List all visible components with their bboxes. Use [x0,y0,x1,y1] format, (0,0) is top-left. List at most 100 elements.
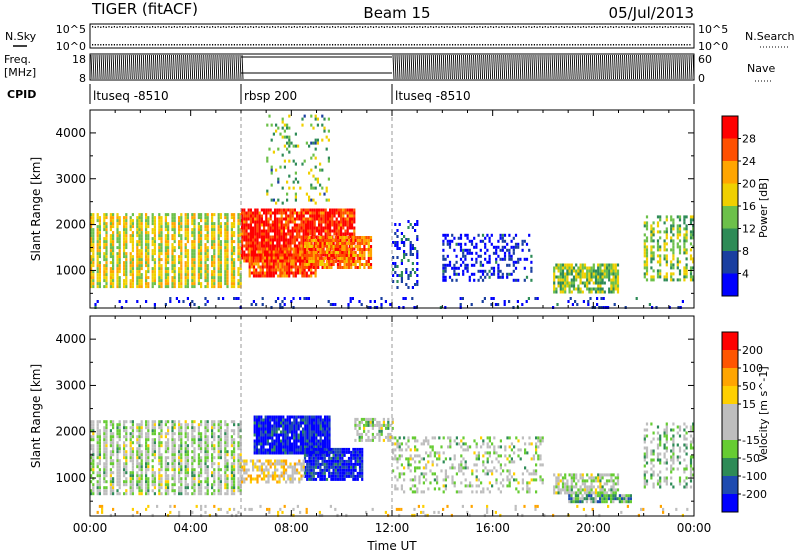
heatmap-cell [283,256,286,260]
heatmap-cell [272,268,275,272]
heatmap-cell [501,233,504,237]
nsky-mark [629,26,631,28]
heatmap-cell [283,135,286,139]
heatmap-cell [191,420,194,424]
heatmap-cell [226,243,229,247]
heatmap-cell [131,231,134,235]
nsky-mark [171,26,173,28]
nsearch-mark [569,44,571,46]
heatmap-cell [112,261,115,265]
heatmap-cell [147,249,150,253]
heatmap-cell [315,217,318,221]
heatmap-cell [286,180,289,184]
nsearch-mark [427,44,429,46]
heatmap-cell [98,264,101,268]
heatmap-cell [285,253,289,257]
heatmap-cell [601,263,604,267]
freq-mark [420,54,423,80]
heatmap-cell [313,223,316,227]
heatmap-cell [224,252,227,256]
heatmap-cell [256,238,259,242]
heatmap-cell [479,269,482,273]
heatmap-cell [287,241,290,245]
heatmap-cell [495,251,498,255]
nsearch-mark [250,44,252,46]
heatmap-cell [683,218,686,222]
heatmap-cell [347,242,351,245]
heatmap-cell [96,267,99,271]
freq-mark [406,54,409,80]
freq-mark [465,54,467,80]
nsearch-mark [392,44,394,46]
freq-mark [171,54,173,80]
nsky-mark [154,26,156,28]
heatmap-cell [103,240,106,244]
heatmap-cell [323,263,326,266]
heatmap-cell [173,255,176,259]
heatmap-cell [672,233,675,237]
heatmap-cell [125,231,128,235]
heatmap-cell [291,232,294,236]
heatmap-cell [131,225,134,229]
freq-mark [394,54,397,80]
heatmap-cell [503,239,507,243]
heatmap-cell [308,195,311,199]
heatmap-cell [561,275,565,279]
heatmap-cell [581,269,584,273]
heatmap-cell [116,465,119,469]
heatmap-cell [282,223,285,227]
heatmap-cell [459,248,463,252]
heatmap-cell [184,282,187,286]
heatmap-cell [136,216,139,220]
heatmap-cell [307,223,310,227]
heatmap-cell [182,300,185,303]
heatmap-cell [164,486,167,490]
heatmap-cell [180,252,183,256]
nsearch-mark [626,44,628,46]
heatmap-cell [233,297,236,300]
heatmap-cell [153,249,156,253]
heatmap-cell [351,232,354,236]
heatmap-cell [145,270,148,274]
heatmap-cell [92,249,95,253]
heatmap-cell [652,257,655,261]
heatmap-cell [123,465,126,469]
heatmap-cell [334,303,337,306]
heatmap-cell [643,245,646,249]
heatmap-cell [98,243,101,247]
heatmap-cell [90,462,93,466]
heatmap-cell [230,267,233,271]
heatmap-cell [512,236,515,240]
heatmap-cell [158,471,161,475]
heatmap-cell [193,240,196,244]
heatmap-cell [226,255,229,259]
heatmap-cell [612,269,615,273]
heatmap-cell [444,266,447,270]
heatmap-cell [689,233,693,237]
heatmap-cell [204,279,207,283]
heatmap-cell [327,300,330,303]
heatmap-cell [575,287,578,291]
heatmap-cell [309,214,312,218]
nsearch-mark [291,44,293,46]
heatmap-cell [118,429,121,433]
freq-mark [140,54,143,80]
nsearch-mark [152,44,154,46]
heatmap-cell [224,237,227,241]
nsky-mark [443,26,445,28]
heatmap-cell [136,225,139,229]
heatmap-cell [285,250,288,254]
freq-mark [517,54,520,80]
heatmap-cell [274,300,277,303]
heatmap-cell [340,238,343,242]
heatmap-cell [153,279,156,283]
heatmap-cell [258,229,261,233]
heatmap-cell [153,423,156,427]
heatmap-cell [158,453,161,457]
heatmap-cell [453,272,456,276]
heatmap-cell [329,226,332,230]
heatmap-cell [659,245,662,249]
heatmap-cell [274,271,278,275]
freq-mark [601,54,604,80]
heatmap-cell [233,267,236,271]
